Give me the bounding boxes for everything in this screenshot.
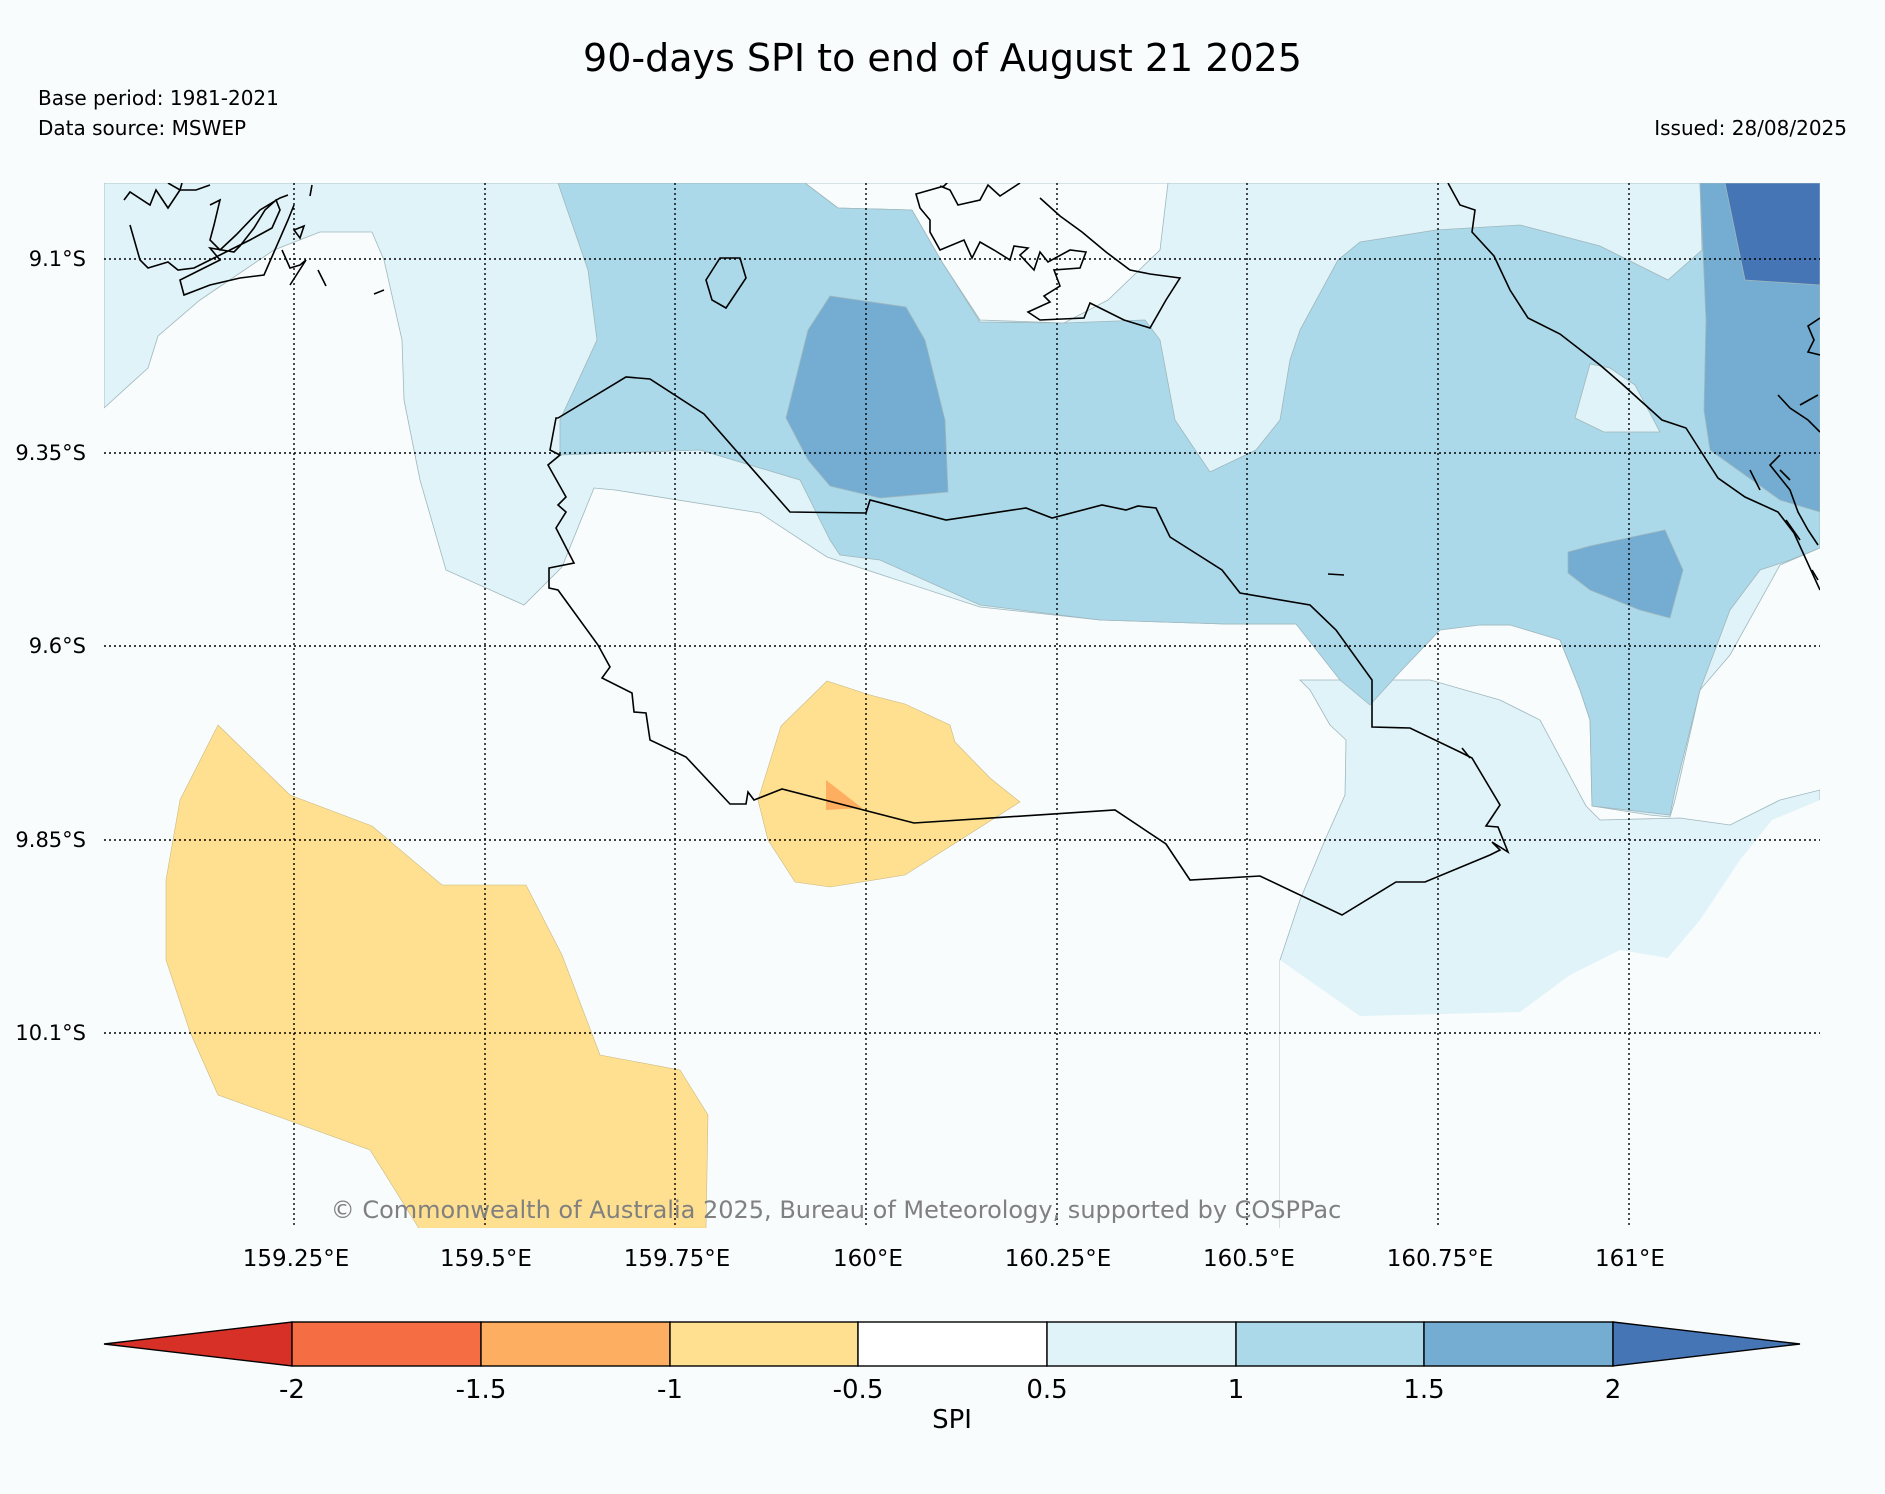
contour-dry-southwest — [165, 724, 709, 1228]
lon-label: 160.75°E — [1387, 1246, 1494, 1272]
coastline-guadalcanal — [546, 376, 1510, 916]
graticule — [104, 183, 1820, 1228]
contour-1.5-2-center — [785, 295, 949, 499]
colorbar-bin — [669, 1321, 859, 1367]
colorbar-bin — [480, 1321, 671, 1367]
colorbar-tick: -1.5 — [456, 1375, 507, 1405]
colorbar-bin — [291, 1321, 482, 1367]
colorbar-extend-low — [103, 1321, 293, 1367]
copyright-text: © Commonwealth of Australia 2025, Bureau… — [331, 1196, 1342, 1224]
lat-label: 9.1°S — [29, 247, 86, 271]
colorbar-tick: 1.5 — [1403, 1375, 1444, 1405]
colorbar-bin — [857, 1321, 1048, 1367]
contour-gt-2-corner — [1724, 183, 1820, 286]
lon-label: 160.5°E — [1203, 1246, 1295, 1272]
map-title: 90-days SPI to end of August 21 2025 — [583, 36, 1302, 80]
lon-label: 159.25°E — [243, 1246, 350, 1272]
data-source-text: Data source: MSWEP — [38, 116, 247, 140]
contour-dry-central — [757, 680, 1021, 888]
longitude-labels: 159.25°E 159.5°E 159.75°E 160°E 160.25°E… — [243, 1246, 1665, 1272]
colorbar-tick: -0.5 — [833, 1375, 884, 1405]
lat-label: 9.35°S — [15, 441, 86, 465]
colorbar-bin — [1046, 1321, 1237, 1367]
colorbar-tick: -2 — [279, 1375, 305, 1405]
latitude-labels: 9.1°S 9.35°S 9.6°S 9.85°S 10.1°S — [15, 247, 86, 1045]
lon-label: 159.75°E — [624, 1246, 731, 1272]
lon-label: 161°E — [1595, 1246, 1665, 1272]
coastlines — [123, 183, 1820, 916]
lat-label: 10.1°S — [15, 1021, 86, 1045]
colorbar-bin — [1423, 1321, 1614, 1367]
colorbar-bin — [1235, 1321, 1425, 1367]
contour-neutral-south — [1280, 800, 1820, 1228]
coastline-savo-island — [705, 257, 747, 310]
lon-label: 160.25°E — [1005, 1246, 1112, 1272]
coastline-florida-islands — [915, 183, 1182, 329]
colorbar-tick: 0.5 — [1026, 1375, 1067, 1405]
contour-neutral-intrusion — [1574, 363, 1661, 433]
colorbar-extend-high — [1612, 1321, 1801, 1367]
colorbar-tick: -1 — [657, 1375, 683, 1405]
coastline-east-fragments — [1327, 317, 1820, 759]
coastline-russell-islands — [123, 183, 385, 297]
colorbar — [103, 1321, 1801, 1367]
coastline-malaita — [1447, 183, 1820, 591]
colorbar-tick: 2 — [1605, 1375, 1622, 1405]
lon-label: 159.5°E — [440, 1246, 532, 1272]
issued-date-text: Issued: 28/08/2025 — [1654, 116, 1847, 140]
spi-contours — [104, 183, 1820, 1228]
base-period-text: Base period: 1981-2021 — [38, 86, 279, 110]
lon-label: 160°E — [833, 1246, 903, 1272]
lat-label: 9.85°S — [15, 828, 86, 852]
colorbar-tick-labels: -2 -1.5 -1 -0.5 0.5 1 1.5 2 — [279, 1375, 1621, 1405]
lat-label: 9.6°S — [29, 634, 86, 658]
contour-1.5-2-east-patch — [1567, 529, 1684, 619]
colorbar-tick: 1 — [1228, 1375, 1245, 1405]
colorbar-title: SPI — [932, 1405, 972, 1435]
